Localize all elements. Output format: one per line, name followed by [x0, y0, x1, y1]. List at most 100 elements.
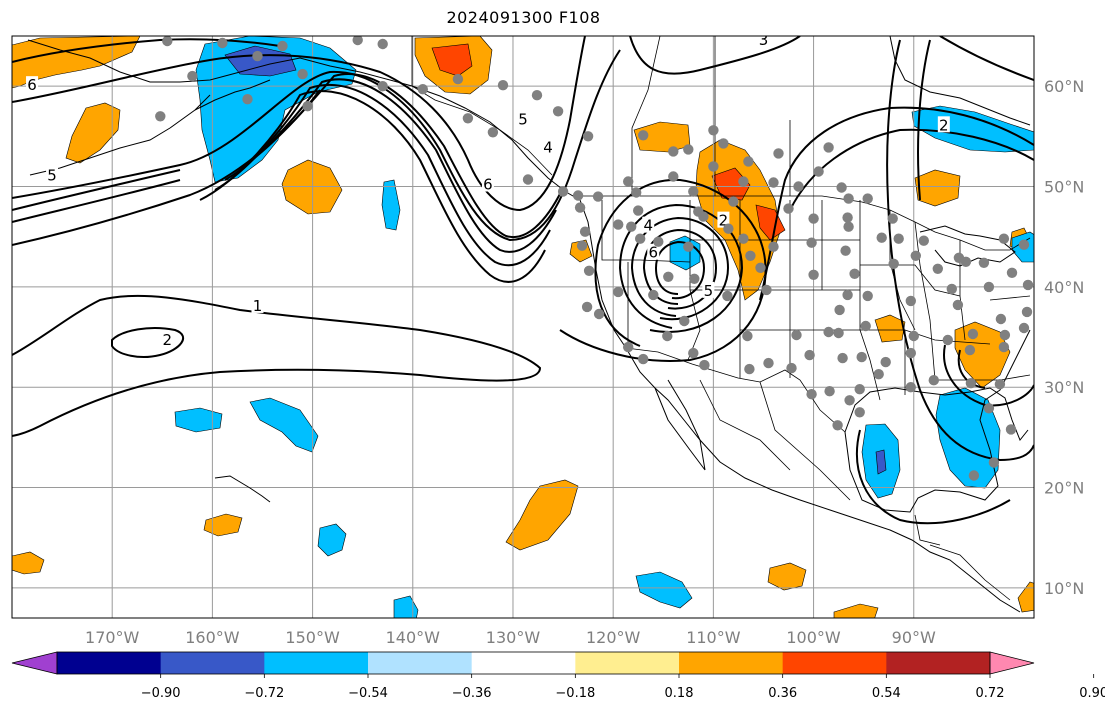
station-dot: [967, 328, 979, 340]
station-dot: [833, 327, 844, 339]
station-dot: [576, 240, 588, 251]
colorbar-segment: [679, 652, 784, 674]
colorbar-tick-label: −0.18: [555, 686, 595, 701]
station-dot: [557, 186, 569, 197]
lon-tick-label: 130°W: [486, 628, 541, 647]
station-dot: [786, 362, 797, 374]
station-dot: [755, 262, 766, 273]
station-dot: [995, 313, 1007, 325]
lon-tick-label: 170°W: [85, 628, 140, 647]
station-dot: [823, 142, 834, 153]
contour-label-bg: [542, 138, 555, 155]
station-dot: [722, 290, 733, 302]
contour-label-bg: [251, 296, 264, 313]
lat-tick-label: 60°N: [1044, 77, 1084, 96]
station-dot: [842, 212, 853, 223]
station-dot: [738, 176, 749, 187]
colorbar-tick-label: 0.54: [872, 686, 901, 701]
station-dot: [843, 193, 854, 204]
baja-california: [654, 379, 706, 471]
station-dot: [648, 289, 659, 301]
lon-tick-label: 140°W: [386, 628, 441, 647]
colorbar-extend-low: [11, 651, 58, 675]
station-dot: [988, 457, 1000, 468]
station-dot: [932, 263, 943, 274]
station-dot: [773, 148, 784, 159]
lon-tick-label: 120°W: [586, 628, 641, 647]
lat-tick-label: 40°N: [1044, 278, 1084, 297]
station-dot: [999, 329, 1011, 341]
station-dot: [824, 386, 835, 397]
station-dot: [942, 334, 953, 346]
positive-anomaly-patch: [914, 169, 961, 207]
station-dot: [462, 113, 474, 124]
gulf-coast-north: [844, 387, 1029, 441]
station-dot: [302, 101, 313, 112]
station-dot: [377, 38, 388, 50]
colorbar-segment: [160, 652, 265, 674]
contour-label-bg: [757, 36, 770, 48]
station-dot: [744, 363, 755, 375]
station-dot: [693, 206, 704, 217]
station-dot: [377, 81, 388, 92]
station-dot: [522, 174, 534, 185]
province-border: [631, 36, 661, 196]
positive-anomaly-patch: [1017, 581, 1034, 613]
station-dot: [683, 144, 694, 155]
contour-label: 6: [648, 244, 658, 262]
negative-anomaly-patch: [635, 571, 693, 609]
station-dot: [626, 221, 637, 232]
station-dot: [417, 84, 428, 95]
station-dot: [960, 256, 972, 267]
mexico-state-border: [699, 379, 791, 471]
station-dot: [768, 177, 779, 188]
positive-anomaly-patch: [65, 102, 121, 164]
station-dot: [1022, 279, 1034, 291]
station-dot: [873, 369, 884, 380]
station-dot: [718, 138, 729, 149]
lat-tick-label: 10°N: [1044, 579, 1084, 598]
station-dot: [155, 111, 166, 122]
station-dot: [252, 50, 263, 62]
station-dot: [844, 395, 855, 406]
colorbar-tick-label: −0.90: [141, 686, 181, 701]
contour-label-bg: [647, 243, 660, 260]
contour-cutoff-ring: [654, 240, 706, 300]
station-dot: [723, 223, 734, 234]
station-dot: [728, 196, 739, 207]
contour-label-bg: [481, 175, 494, 192]
colorbar-segment: [886, 652, 991, 674]
contour-label: 5: [518, 110, 528, 128]
contour-1-loop: [12, 294, 542, 437]
negative-anomaly-patch: [317, 523, 347, 557]
contour-nested: [214, 83, 551, 267]
colorbar-frame: [56, 651, 991, 675]
station-dot: [613, 286, 624, 298]
station-dot: [497, 80, 509, 91]
contour-label-bg: [717, 211, 730, 228]
colorbar-segment: [264, 652, 369, 674]
positive-anomaly-patch: [505, 479, 579, 551]
station-dot: [1018, 322, 1030, 334]
station-dot: [583, 265, 595, 276]
station-dot: [635, 233, 646, 244]
lat-tick-label: 50°N: [1044, 178, 1084, 197]
anomaly-shading-layer: [12, 36, 1034, 618]
station-dot: [842, 289, 853, 301]
positive-anomaly-patch: [755, 204, 786, 241]
station-dot: [978, 257, 990, 268]
aleutian-islands: [29, 94, 211, 176]
station-dot: [768, 241, 779, 252]
station-dot: [688, 186, 699, 197]
station-dot: [452, 73, 464, 85]
contour-top: [939, 36, 1034, 81]
station-dot: [297, 68, 308, 80]
station-dot: [633, 205, 644, 216]
station-dot: [918, 235, 929, 246]
lon-tick-label: 160°W: [185, 628, 240, 647]
station-dot: [742, 330, 753, 342]
contour-nested: [224, 78, 557, 253]
station-dot: [708, 161, 719, 172]
contour-arc: [12, 179, 181, 223]
central-america-border: [929, 544, 1011, 601]
